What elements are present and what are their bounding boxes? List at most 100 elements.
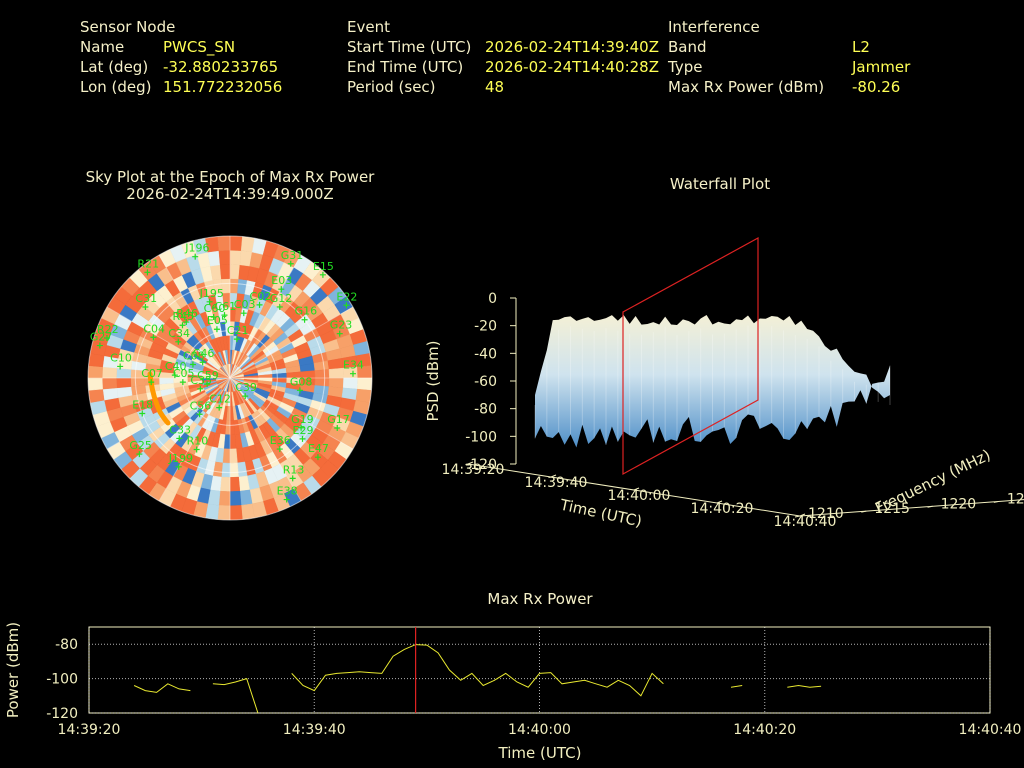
azimuth-spoke bbox=[229, 254, 302, 379]
skyplot-cell bbox=[116, 377, 132, 389]
power-series-segment bbox=[730, 685, 743, 688]
power-series-segment bbox=[787, 684, 822, 688]
satellite-c12: C12 bbox=[209, 393, 231, 411]
satellite-label: C59 bbox=[197, 369, 219, 382]
satellite-label: G23 bbox=[330, 319, 353, 332]
satellite-marker bbox=[283, 496, 290, 503]
psd-tick-label: 0 bbox=[488, 291, 497, 307]
satellite-label: C31 bbox=[135, 292, 157, 305]
satellite-marker bbox=[196, 411, 203, 418]
satellite-label: E29 bbox=[293, 424, 314, 437]
time-tick bbox=[799, 513, 806, 517]
max-power-track bbox=[147, 371, 171, 426]
power-xtick-label: 14:40:20 bbox=[733, 722, 796, 738]
satellite-marker bbox=[343, 302, 350, 309]
satellite-marker bbox=[276, 303, 283, 310]
skyplot-cell bbox=[342, 377, 359, 390]
satellite-label: C03 bbox=[234, 298, 256, 311]
satellite-c07: C07 bbox=[141, 367, 163, 386]
satellite-label: C10 bbox=[110, 351, 132, 364]
satellite-label: E18 bbox=[132, 398, 153, 411]
skyplot-cell bbox=[88, 377, 103, 391]
satellite-marker bbox=[179, 379, 186, 386]
satellite-label: G19 bbox=[291, 413, 314, 426]
frequency-tick-label: 1225 bbox=[1007, 491, 1024, 507]
satellite-c05: C05 bbox=[173, 367, 195, 386]
event-heading: Event bbox=[347, 18, 390, 36]
skyplot-cell bbox=[229, 490, 242, 507]
frequency-tick-label: 1220 bbox=[941, 496, 977, 512]
satellite-marker bbox=[349, 370, 356, 377]
satellite-c56: C56 bbox=[190, 399, 211, 418]
frequency-tick bbox=[861, 510, 867, 513]
satellite-c61: C61 bbox=[214, 300, 236, 319]
satellite-g17: G17 bbox=[327, 413, 350, 432]
satellite-c08: C08 bbox=[183, 350, 205, 368]
satellite-marker bbox=[193, 446, 200, 453]
frequency-axis bbox=[799, 499, 1024, 517]
satellite-c34: C34 bbox=[168, 327, 190, 345]
skyplot-cell bbox=[229, 278, 239, 294]
satellite-j195: J195 bbox=[199, 287, 224, 305]
skyplot-cell bbox=[229, 448, 238, 464]
satellite-marker bbox=[171, 372, 178, 379]
frequency-tick bbox=[927, 505, 933, 508]
skyplot-cell bbox=[229, 476, 241, 492]
satellite-g16: G16 bbox=[295, 305, 317, 323]
satellite-label: C12 bbox=[209, 393, 231, 406]
waterfall-title: Waterfall Plot bbox=[669, 175, 771, 193]
power-series-segment bbox=[291, 644, 664, 697]
satellite-label: J199 bbox=[168, 452, 193, 465]
satellite-marker bbox=[204, 381, 211, 388]
satellite-e47: E47 bbox=[308, 442, 329, 461]
skyplot-cell bbox=[357, 365, 372, 379]
satellite-marker bbox=[144, 269, 151, 276]
satellite-label: C60 bbox=[204, 302, 226, 315]
satellite-marker bbox=[289, 475, 296, 482]
psd-axis-label: PSD (dBm) bbox=[424, 340, 442, 421]
satellite-e15: E15 bbox=[313, 260, 334, 278]
elevation-ring bbox=[134, 282, 326, 474]
satellite-marker bbox=[216, 404, 223, 411]
satellite-marker bbox=[192, 253, 199, 260]
satellite-marker bbox=[210, 314, 217, 321]
sensor-lat-label: Lat (deg) bbox=[80, 58, 149, 76]
skyplot-subtitle: 2026-02-24T14:39:49.000Z bbox=[126, 185, 334, 203]
satellite-label: C04 bbox=[143, 322, 165, 335]
satellite-marker bbox=[242, 393, 249, 400]
skyplot-cell bbox=[357, 377, 372, 391]
satellite-c03: C03 bbox=[234, 298, 256, 317]
satellite-marker bbox=[213, 326, 220, 333]
satellite-label: G31 bbox=[281, 249, 304, 262]
event-start-value: 2026-02-24T14:39:40Z bbox=[485, 38, 659, 56]
skyplot-cell bbox=[328, 377, 344, 389]
satellite-g08: G08 bbox=[290, 375, 312, 394]
skyplot-cell bbox=[219, 264, 231, 280]
skyplot-cell bbox=[116, 367, 132, 379]
satellite-marker bbox=[183, 319, 190, 326]
skyplot-cell bbox=[218, 490, 231, 507]
frequency-tick bbox=[993, 500, 999, 503]
skyplot-cell bbox=[240, 503, 255, 520]
satellite-r46: R46 bbox=[176, 307, 198, 326]
satellite-marker bbox=[96, 342, 103, 349]
satellite-marker bbox=[199, 359, 206, 366]
satellite-marker bbox=[221, 312, 228, 319]
satellite-marker bbox=[256, 301, 263, 308]
satellite-label: C34 bbox=[168, 327, 190, 340]
satellite-marker bbox=[301, 316, 308, 323]
skyplot-cell bbox=[328, 367, 344, 379]
satellite-e05: E05 bbox=[207, 314, 228, 333]
time-tick-label: 14:39:20 bbox=[442, 462, 505, 478]
azimuth-spoke bbox=[229, 377, 354, 450]
satellite-label: E15 bbox=[313, 260, 334, 273]
psd-tick-label: -120 bbox=[465, 457, 497, 473]
satellite-c59: C59 bbox=[197, 369, 219, 388]
interference-heading: Interference bbox=[668, 18, 760, 36]
satellite-marker bbox=[179, 322, 186, 329]
satellite-r22: R22 bbox=[97, 323, 119, 342]
skyplot-cell bbox=[221, 462, 231, 478]
satellite-label: E47 bbox=[308, 442, 329, 455]
satellite-marker bbox=[103, 335, 110, 342]
